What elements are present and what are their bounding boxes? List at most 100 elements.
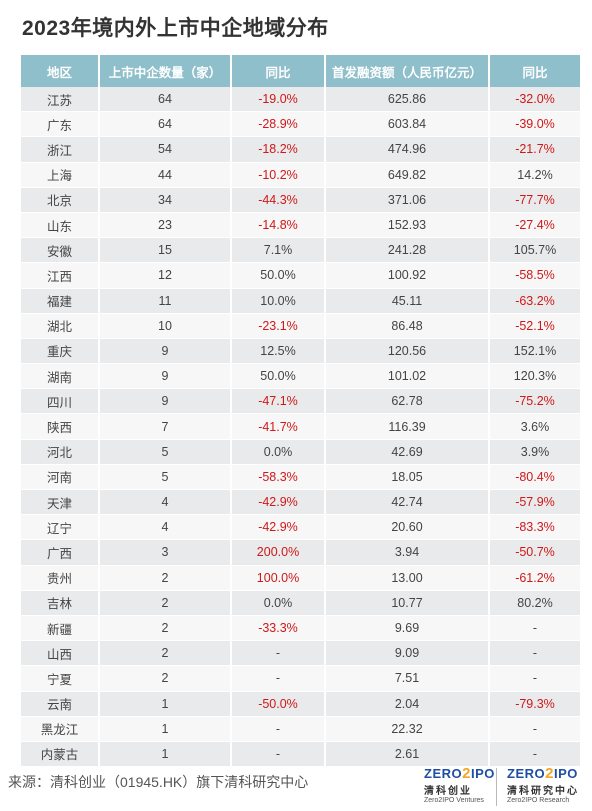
cell-count: 2 — [99, 565, 232, 591]
table-row: 天津 4 -42.9% 42.74 -57.9% — [21, 489, 580, 516]
cell-count: 44 — [99, 162, 232, 188]
cell-count: 15 — [99, 237, 232, 264]
cell-region: 北京 — [21, 187, 100, 213]
cell-count-yoy: - — [231, 716, 326, 742]
table-row: 山西 2-9.09- — [21, 640, 580, 667]
cell-region: 新疆 — [21, 615, 100, 642]
cell-ipo-amount: 20.60 — [325, 514, 490, 541]
cell-amount-yoy: -58.5% — [489, 262, 580, 289]
table-row: 新疆 2 -33.3% 9.69- — [21, 615, 580, 642]
header-count-yoy: 同比 — [231, 55, 326, 87]
cell-amount-yoy: -27.4% — [489, 212, 580, 239]
cell-count: 1 — [99, 716, 232, 742]
cell-count-yoy: 50.0% — [231, 262, 326, 289]
cell-count: 5 — [99, 464, 232, 491]
cell-count: 34 — [99, 187, 232, 213]
table-row: 辽宁 4 -42.9% 20.60 -83.3% — [21, 514, 580, 541]
cell-ipo-amount: 603.84 — [325, 111, 490, 138]
cell-region: 吉林 — [21, 590, 100, 616]
header-ipo-amount: 首发融资额（人民币亿元） — [325, 55, 490, 87]
table-row: 广西 3 200.0% 3.94 -50.7% — [21, 539, 580, 566]
cell-ipo-amount: 649.82 — [325, 162, 490, 188]
cell-amount-yoy: -57.9% — [489, 489, 580, 516]
cell-count-yoy: -41.7% — [231, 413, 326, 440]
cell-count-yoy: -28.9% — [231, 111, 326, 138]
cell-count-yoy: 10.0% — [231, 288, 326, 314]
cell-amount-yoy: - — [489, 741, 580, 768]
table-row: 河北 5 0.0% 42.69 3.9% — [21, 439, 580, 465]
cell-count: 2 — [99, 590, 232, 616]
table-row: 陕西 7 -41.7% 116.39 3.6% — [21, 413, 580, 440]
header-amount-yoy: 同比 — [489, 55, 580, 87]
cell-count: 5 — [99, 439, 232, 465]
cell-amount-yoy: 105.7% — [489, 237, 580, 264]
zero2ipo-ventures-logo: ZERO2IPO 清科创业 Zero2IPO Ventures — [424, 765, 495, 804]
cell-ipo-amount: 3.94 — [325, 539, 490, 566]
cell-ipo-amount: 7.51 — [325, 665, 490, 692]
table-row: 宁夏 2-7.51- — [21, 665, 580, 692]
cell-count-yoy: -33.3% — [231, 615, 326, 642]
cell-amount-yoy: -63.2% — [489, 288, 580, 314]
table-row: 北京 34 -44.3% 371.06 -77.7% — [21, 187, 580, 213]
cell-amount-yoy: -77.7% — [489, 187, 580, 213]
cell-count-yoy: -14.8% — [231, 212, 326, 239]
cell-count-yoy: -42.9% — [231, 489, 326, 516]
cell-region: 云南 — [21, 691, 100, 717]
cell-amount-yoy: - — [489, 716, 580, 742]
cell-region: 上海 — [21, 162, 100, 188]
zero2ipo-research-logo: ZERO2IPO 清科研究中心 Zero2IPO Research — [507, 765, 579, 804]
table-row: 广东 64 -28.9% 603.84 -39.0% — [21, 111, 580, 138]
cell-region: 天津 — [21, 489, 100, 516]
cell-count: 2 — [99, 615, 232, 642]
table-row: 黑龙江 1-22.32- — [21, 716, 580, 742]
cell-ipo-amount: 100.92 — [325, 262, 490, 289]
cell-region: 江西 — [21, 262, 100, 289]
cell-ipo-amount: 42.74 — [325, 489, 490, 516]
cell-amount-yoy: -39.0% — [489, 111, 580, 138]
cell-count: 12 — [99, 262, 232, 289]
table-row: 吉林 2 0.0% 10.77 80.2% — [21, 590, 580, 616]
cell-region: 河北 — [21, 439, 100, 465]
cell-ipo-amount: 371.06 — [325, 187, 490, 213]
cell-region: 黑龙江 — [21, 716, 100, 742]
table-row: 山东 23 -14.8% 152.93 -27.4% — [21, 212, 580, 239]
cell-count-yoy: -42.9% — [231, 514, 326, 541]
cell-count: 2 — [99, 640, 232, 667]
table-row: 浙江 54 -18.2% 474.96 -21.7% — [21, 136, 580, 163]
cell-region: 重庆 — [21, 338, 100, 365]
cell-amount-yoy: -52.1% — [489, 313, 580, 339]
cell-amount-yoy: 3.9% — [489, 439, 580, 465]
cell-count-yoy: -47.1% — [231, 388, 326, 415]
header-region: 地区 — [21, 55, 100, 87]
cell-amount-yoy: 80.2% — [489, 590, 580, 616]
cell-count-yoy: - — [231, 665, 326, 692]
cell-count: 54 — [99, 136, 232, 163]
cell-region: 江苏 — [21, 87, 100, 113]
cell-amount-yoy: -21.7% — [489, 136, 580, 163]
cell-count-yoy: 200.0% — [231, 539, 326, 566]
cell-ipo-amount: 9.69 — [325, 615, 490, 642]
cell-count-yoy: -58.3% — [231, 464, 326, 491]
cell-ipo-amount: 2.04 — [325, 691, 490, 717]
cell-ipo-amount: 120.56 — [325, 338, 490, 365]
table-row: 内蒙古 1-2.61- — [21, 741, 580, 768]
cell-ipo-amount: 13.00 — [325, 565, 490, 591]
table-row: 河南 5 -58.3% 18.05 -80.4% — [21, 464, 580, 491]
cell-region: 四川 — [21, 388, 100, 415]
cell-count-yoy: 0.0% — [231, 439, 326, 465]
cell-count: 1 — [99, 691, 232, 717]
cell-count: 4 — [99, 514, 232, 541]
cell-count: 10 — [99, 313, 232, 339]
cell-ipo-amount: 22.32 — [325, 716, 490, 742]
cell-count: 64 — [99, 87, 232, 113]
table-row: 上海 44 -10.2% 649.82 14.2% — [21, 162, 580, 188]
cell-count: 3 — [99, 539, 232, 566]
cell-region: 河南 — [21, 464, 100, 491]
header-count: 上市中企数量（家） — [99, 55, 232, 87]
cell-region: 贵州 — [21, 565, 100, 591]
cell-amount-yoy: -75.2% — [489, 388, 580, 415]
cell-count-yoy: -19.0% — [231, 87, 326, 113]
cell-region: 宁夏 — [21, 665, 100, 692]
table-row: 安徽 15 7.1% 241.28 105.7% — [21, 237, 580, 264]
cell-count: 9 — [99, 338, 232, 365]
